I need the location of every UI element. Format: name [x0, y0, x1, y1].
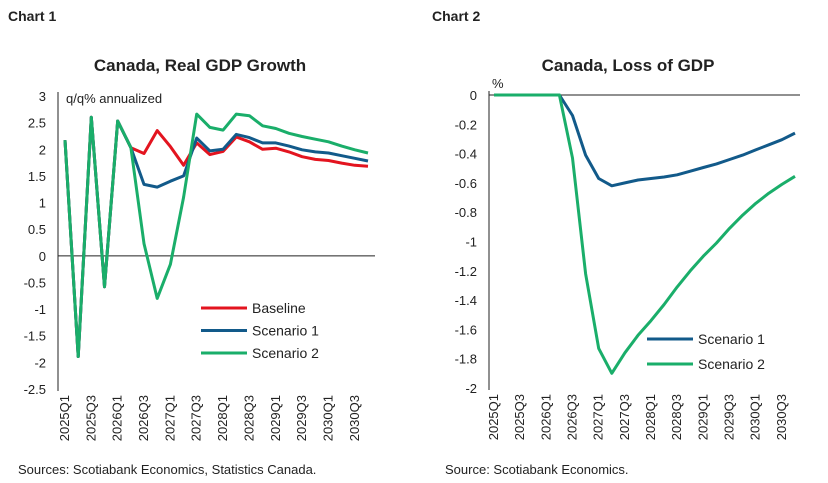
x-tick-label: 2027Q1: [162, 395, 177, 441]
legend-label: Scenario 1: [698, 331, 765, 347]
x-tick-label: 2027Q3: [189, 395, 204, 441]
legend-label: Baseline: [252, 300, 306, 316]
y-tick-label: -1.5: [24, 329, 46, 344]
y-tick-label: 0: [39, 249, 46, 264]
series-line-scenario-2: [63, 112, 369, 358]
chart-1-title: Canada, Real GDP Growth: [94, 56, 306, 75]
x-tick-label: 2026Q3: [136, 395, 151, 441]
legend-label: Scenario 2: [698, 356, 765, 372]
x-tick-label: 2028Q3: [241, 395, 256, 441]
y-tick-label: -0.8: [455, 205, 477, 220]
x-tick-label: 2030Q3: [774, 394, 789, 440]
y-tick-label: 0: [470, 88, 477, 103]
x-tick-label: 2025Q1: [57, 395, 72, 441]
x-tick-label: 2027Q1: [591, 394, 606, 440]
x-tick-label: 2025Q3: [83, 395, 98, 441]
y-tick-label: -2: [34, 355, 46, 370]
x-tick-label: 2026Q1: [538, 394, 553, 440]
x-tick-label: 2028Q1: [643, 394, 658, 440]
x-tick-label: 2025Q3: [512, 394, 527, 440]
chart-1: Chart 1 Canada, Real GDP Growth q/q% ann…: [8, 8, 375, 477]
x-tick-label: 2027Q3: [617, 394, 632, 440]
series-line-scenario-2: [494, 93, 796, 375]
y-tick-label: -2: [465, 381, 477, 396]
x-tick-label: 2030Q3: [347, 395, 362, 441]
x-tick-label: 2029Q3: [722, 394, 737, 440]
chart-1-label: Chart 1: [8, 8, 56, 24]
series-line-scenario-1: [494, 93, 796, 188]
y-tick-label: 2.5: [28, 116, 46, 131]
y-tick-label: -1: [465, 235, 477, 250]
y-tick-label: -0.2: [455, 117, 477, 132]
y-tick-label: 1.5: [28, 169, 46, 184]
x-tick-label: 2026Q3: [565, 394, 580, 440]
chart-2-label: Chart 2: [432, 8, 480, 24]
legend-label: Scenario 1: [252, 323, 319, 339]
x-tick-label: 2030Q1: [748, 394, 763, 440]
chart-1-source: Sources: Scotiabank Economics, Statistic…: [18, 462, 316, 477]
y-tick-label: 1: [39, 196, 46, 211]
x-tick-label: 2028Q1: [215, 395, 230, 441]
legend-label: Scenario 2: [252, 345, 319, 361]
y-tick-label: -1.2: [455, 264, 477, 279]
chart-2: Chart 2 Canada, Loss of GDP % Source: Sc…: [432, 8, 800, 477]
y-tick-label: 2: [39, 142, 46, 157]
y-tick-label: -0.6: [455, 176, 477, 191]
y-tick-label: 3: [39, 89, 46, 104]
x-tick-label: 2026Q1: [110, 395, 125, 441]
chart-2-title: Canada, Loss of GDP: [542, 56, 715, 75]
x-tick-label: 2030Q1: [320, 395, 335, 441]
y-tick-label: -1.4: [455, 293, 477, 308]
x-tick-label: 2028Q3: [669, 394, 684, 440]
x-tick-label: 2029Q3: [294, 395, 309, 441]
y-tick-label: -1.8: [455, 352, 477, 367]
y-tick-label: -0.4: [455, 147, 477, 162]
chart-2-source: Source: Scotiabank Economics.: [445, 462, 629, 477]
y-tick-label: 0.5: [28, 222, 46, 237]
x-tick-label: 2025Q1: [486, 394, 501, 440]
x-tick-label: 2029Q1: [695, 394, 710, 440]
y-tick-label: -2.5: [24, 382, 46, 397]
y-tick-label: -0.5: [24, 275, 46, 290]
x-tick-label: 2029Q1: [268, 395, 283, 441]
chart-2-y-axis-label: %: [492, 76, 504, 91]
chart-1-y-axis-label: q/q% annualized: [66, 91, 162, 106]
y-tick-label: -1: [34, 302, 46, 317]
y-tick-label: -1.6: [455, 322, 477, 337]
